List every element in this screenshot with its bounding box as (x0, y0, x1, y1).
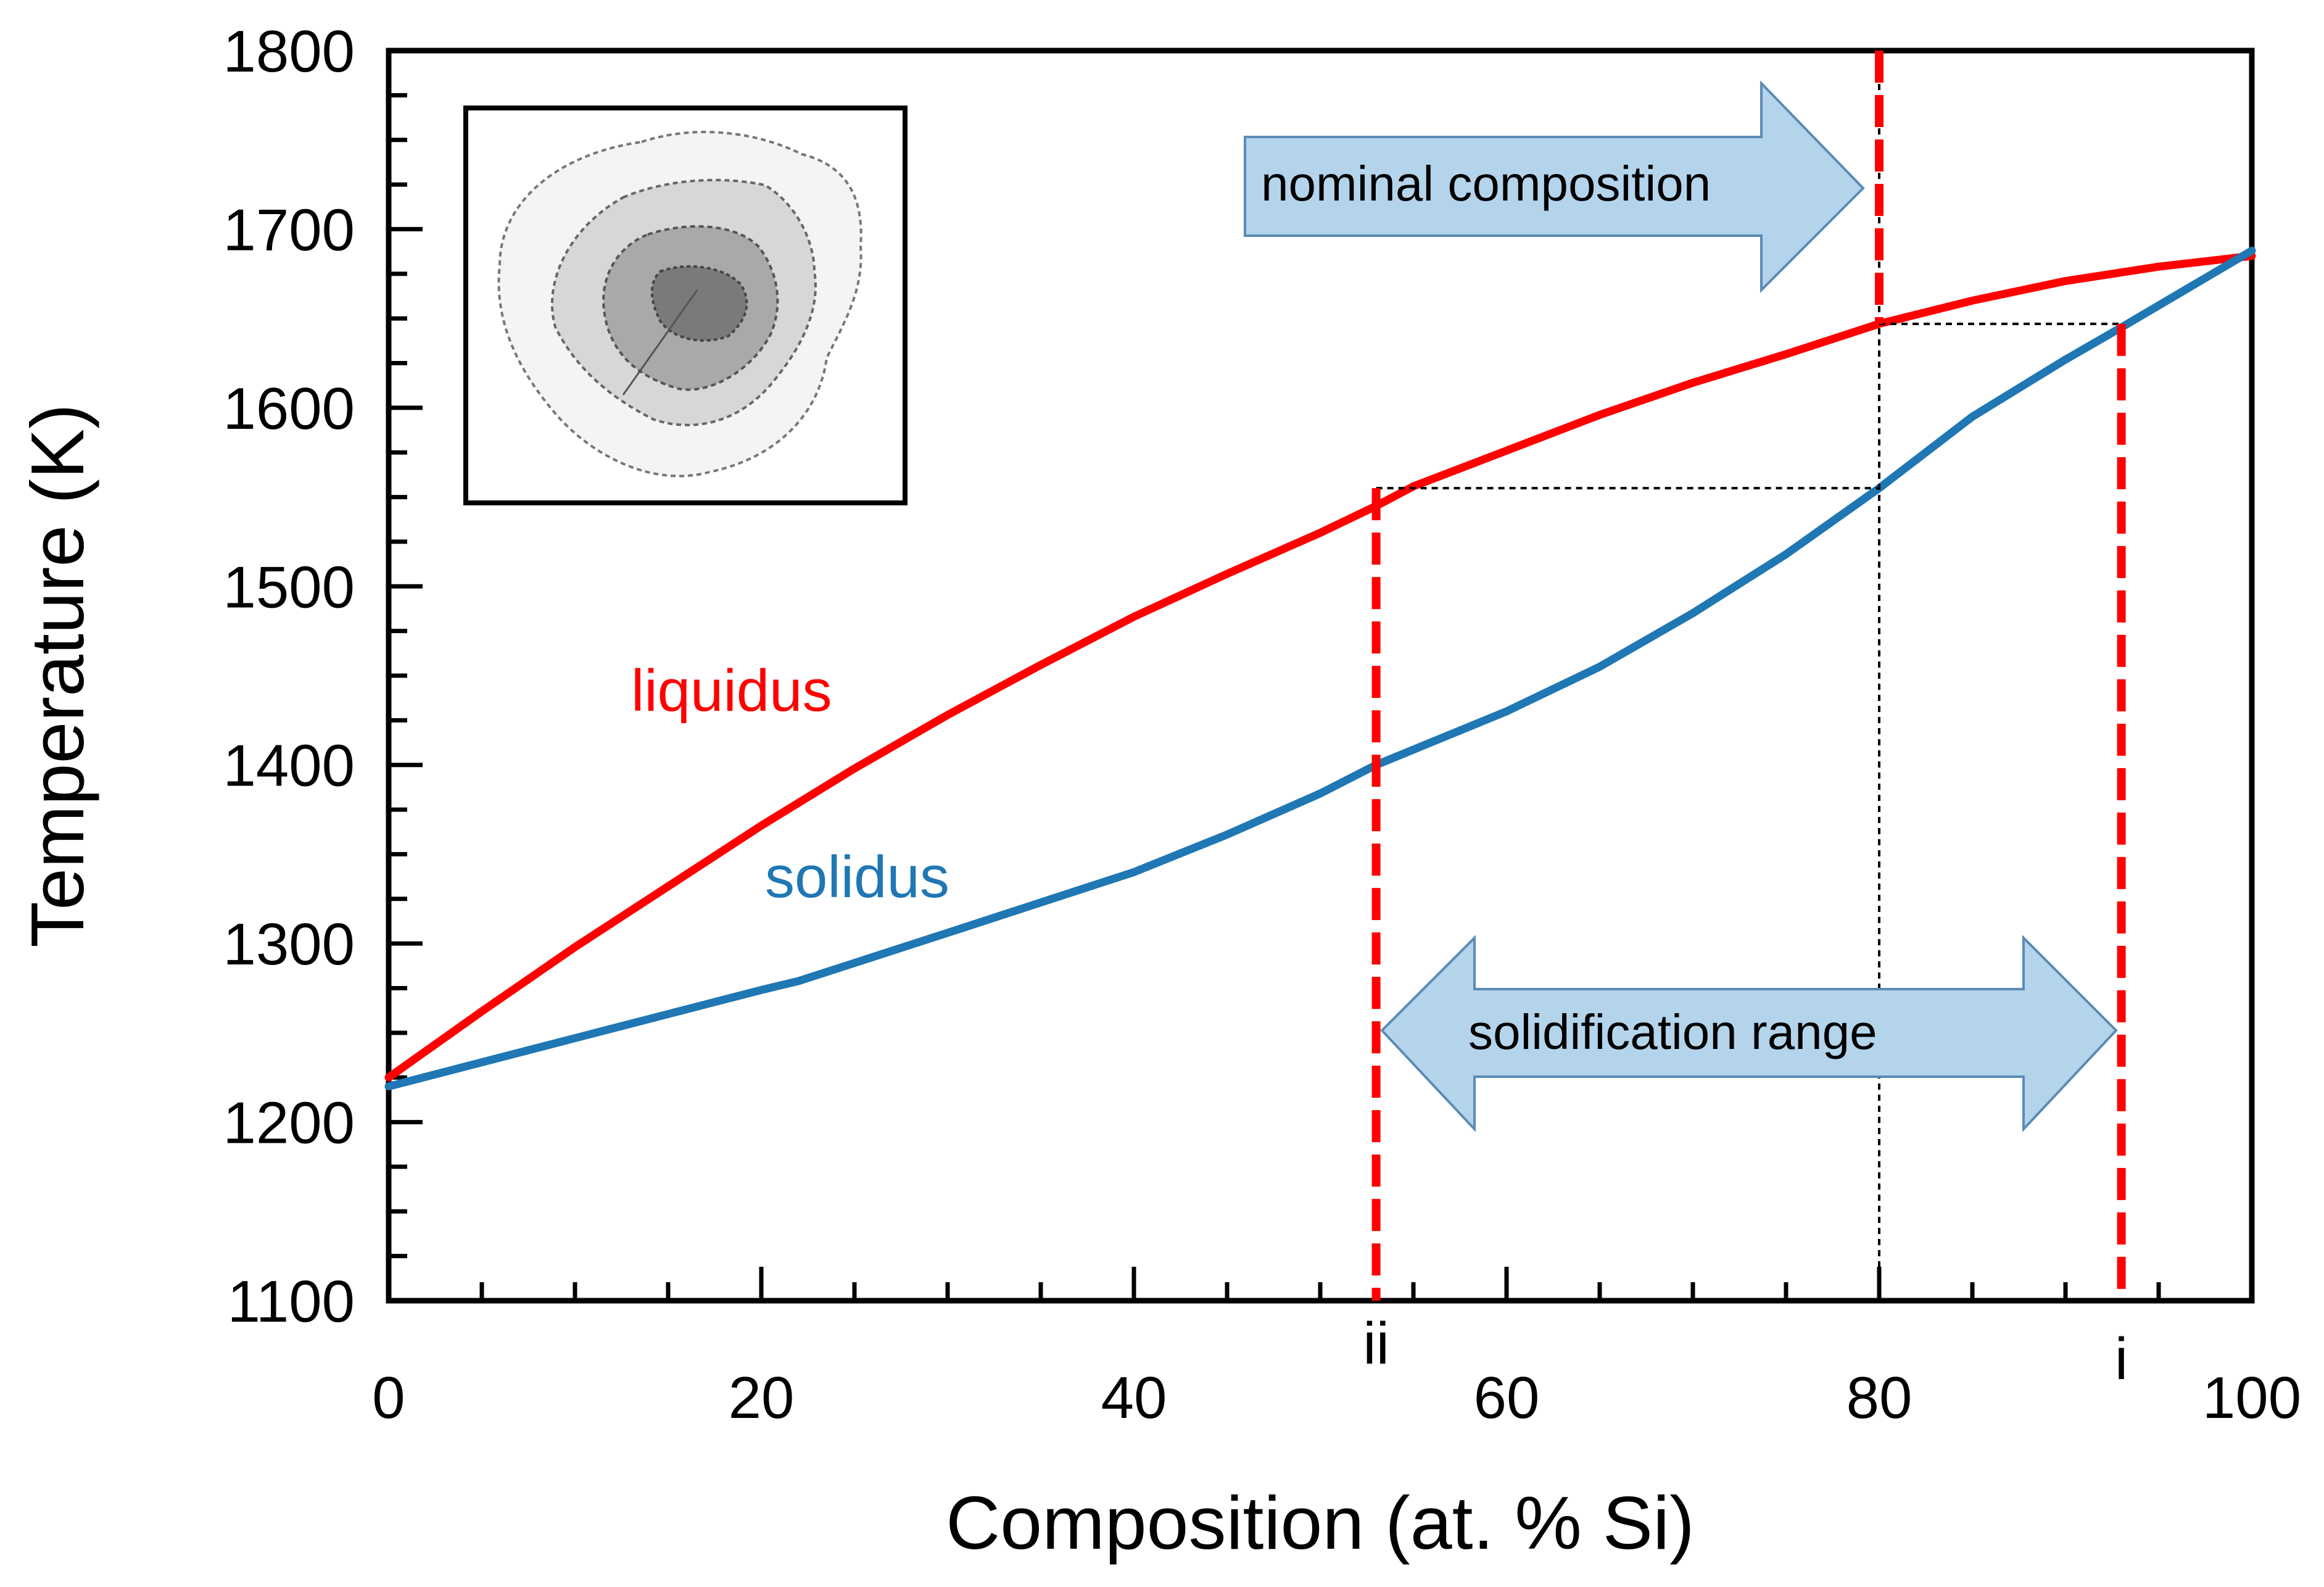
x-tick-label: 40 (1101, 1365, 1167, 1431)
y-tick-label: 1100 (228, 1269, 355, 1335)
x-tick-label: 100 (2202, 1365, 2301, 1431)
marker-i-label: i (2115, 1326, 2128, 1392)
x-tick-label: 80 (1846, 1365, 1913, 1431)
inset-microstructure (463, 106, 908, 505)
x-axis-title: Composition (at. % Si) (946, 1481, 1695, 1565)
solidification-range-arrow (1380, 935, 2118, 1133)
x-tick-label: 0 (372, 1365, 405, 1431)
solidus-line (384, 246, 2256, 1091)
marker-ii-label: ii (1363, 1311, 1389, 1377)
text-layer: 0 20 40 60 80 100 1100 1200 1300 1400 1500 1600 1700… (15, 19, 2301, 1565)
y-tick-label: 1200 (223, 1090, 355, 1156)
liquidus-label: liquidus (631, 658, 832, 724)
y-axis-title: Temperature (K) (15, 404, 99, 947)
y-tick-label: 1800 (223, 19, 355, 85)
solidification-range-label: solidification range (1468, 1005, 1877, 1059)
annotation-layer (1244, 51, 2126, 1301)
y-tick-label: 1500 (223, 554, 355, 620)
nominal-arrow-label: nominal composition (1261, 156, 1711, 211)
y-tick-label: 1600 (223, 376, 355, 442)
nominal-arrow (1244, 80, 1865, 293)
solidus-label: solidus (765, 844, 949, 910)
y-tick-label: 1400 (223, 733, 355, 799)
axis-ticks (386, 48, 2255, 1304)
liquidus-line (384, 252, 2256, 1082)
x-tick-label: 60 (1474, 1365, 1540, 1431)
y-tick-label: 1700 (223, 197, 355, 263)
series-layer (384, 246, 2256, 1091)
x-tick-label: 20 (729, 1365, 795, 1431)
y-tick-label: 1300 (223, 911, 355, 977)
